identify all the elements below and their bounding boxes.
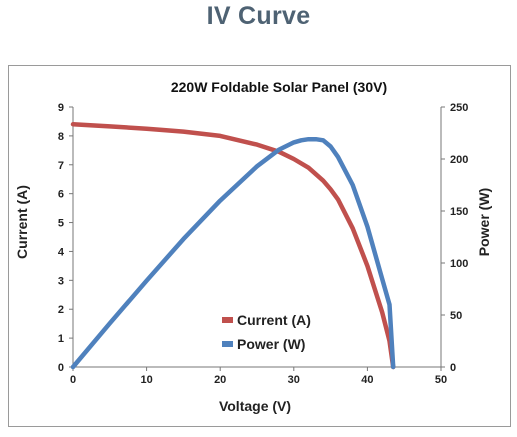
x-axis-label: Voltage (V) (219, 398, 291, 414)
y2-tick-label: 0 (450, 362, 456, 374)
y2-tick-label: 50 (450, 310, 462, 322)
y-tick-label: 6 (58, 189, 64, 201)
x-tick-label: 0 (70, 374, 76, 386)
y-tick-label: 1 (58, 333, 64, 345)
y2-tick-label: 150 (450, 206, 468, 218)
legend-current-label: Current (A) (237, 312, 311, 328)
legend: Current (A) Power (W) (222, 312, 311, 352)
y-tick-label: 7 (58, 160, 64, 172)
x-tick-label: 30 (288, 374, 300, 386)
y-tick-label: 3 (58, 275, 64, 287)
y-tick-label: 4 (58, 246, 65, 258)
y-tick-label: 9 (58, 102, 64, 114)
x-tick-label: 10 (140, 374, 152, 386)
power-series-line (70, 136, 396, 370)
series-lines (70, 122, 396, 370)
y2-tick-label: 200 (450, 154, 468, 166)
y2-axis-label: Power (W) (476, 188, 492, 256)
y-tick-label: 0 (58, 362, 64, 374)
chart-title: 220W Foldable Solar Panel (30V) (171, 79, 387, 95)
y-tick-label: 5 (58, 218, 64, 230)
x-tick-label: 20 (214, 374, 226, 386)
y2-tick-label: 100 (450, 258, 468, 270)
x-tick-label: 40 (361, 374, 373, 386)
y2-tick-label: 250 (450, 102, 468, 114)
y-axis-label: Current (A) (14, 185, 30, 259)
y-tick-label: 2 (58, 304, 64, 316)
current-series-line (70, 122, 396, 370)
y-tick-label: 8 (58, 131, 64, 143)
legend-power-label: Power (W) (237, 336, 305, 352)
page-title: IV Curve (206, 2, 311, 30)
x-tick-label: 50 (435, 374, 447, 386)
